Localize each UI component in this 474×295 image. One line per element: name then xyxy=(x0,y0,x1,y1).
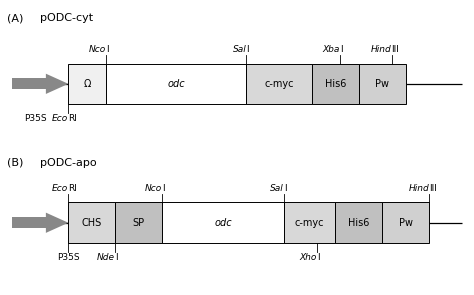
Text: (B): (B) xyxy=(8,158,24,168)
Text: Xho: Xho xyxy=(299,253,317,262)
Bar xyxy=(12,217,46,228)
Bar xyxy=(115,202,162,243)
Text: RI: RI xyxy=(68,184,77,193)
Text: SP: SP xyxy=(133,218,145,228)
Text: Nde: Nde xyxy=(97,253,115,262)
Text: P35S: P35S xyxy=(57,253,80,262)
Text: I: I xyxy=(317,253,319,262)
Polygon shape xyxy=(46,213,68,233)
Text: pODC-cyt: pODC-cyt xyxy=(40,13,93,23)
Text: c-myc: c-myc xyxy=(264,79,294,89)
Text: His6: His6 xyxy=(325,79,346,89)
Bar xyxy=(312,63,359,104)
Text: Eco: Eco xyxy=(52,114,68,123)
Text: pODC-apo: pODC-apo xyxy=(40,158,97,168)
Polygon shape xyxy=(46,74,68,94)
Text: Hind: Hind xyxy=(371,45,392,54)
Text: I: I xyxy=(162,184,164,193)
Text: CHS: CHS xyxy=(82,218,102,228)
Bar xyxy=(106,63,246,104)
Text: I: I xyxy=(340,45,343,54)
Text: Pw: Pw xyxy=(399,218,413,228)
Text: I: I xyxy=(246,45,249,54)
Bar xyxy=(359,63,406,104)
Text: Sal: Sal xyxy=(270,184,284,193)
Bar xyxy=(162,202,284,243)
Text: Nco: Nco xyxy=(89,45,106,54)
Bar xyxy=(68,63,106,104)
Text: Eco: Eco xyxy=(52,184,68,193)
Text: odc: odc xyxy=(167,79,185,89)
Text: (A): (A) xyxy=(8,13,24,23)
Text: Hind: Hind xyxy=(408,184,429,193)
Text: III: III xyxy=(392,45,400,54)
Text: I: I xyxy=(284,184,286,193)
Bar xyxy=(382,202,429,243)
Text: Xba: Xba xyxy=(323,45,340,54)
Bar xyxy=(68,202,115,243)
Bar xyxy=(246,63,312,104)
Bar xyxy=(284,202,336,243)
Bar xyxy=(336,202,382,243)
Text: Ω: Ω xyxy=(83,79,91,89)
Text: I: I xyxy=(115,253,118,262)
Text: III: III xyxy=(429,184,437,193)
Text: Sal: Sal xyxy=(233,45,246,54)
Text: His6: His6 xyxy=(348,218,370,228)
Text: P35S: P35S xyxy=(24,114,47,123)
Text: RI: RI xyxy=(68,114,77,123)
Text: c-myc: c-myc xyxy=(295,218,324,228)
Text: I: I xyxy=(106,45,109,54)
Bar xyxy=(12,78,46,89)
Text: odc: odc xyxy=(214,218,232,228)
Text: Pw: Pw xyxy=(375,79,389,89)
Text: Nco: Nco xyxy=(145,184,162,193)
